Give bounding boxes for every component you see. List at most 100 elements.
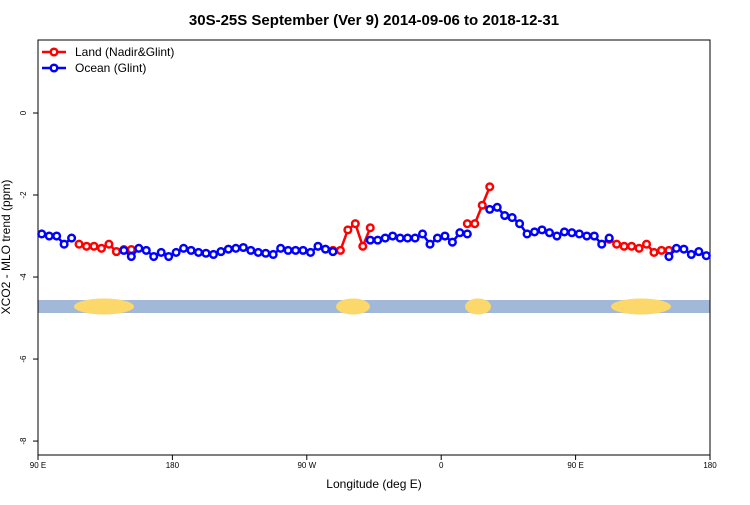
data-point <box>305 247 316 257</box>
data-point <box>283 245 293 255</box>
data-point <box>253 247 263 257</box>
data-point <box>686 249 696 260</box>
data-point <box>522 229 532 239</box>
data-point <box>582 231 592 241</box>
legend-marker <box>49 63 59 73</box>
data-point <box>462 229 472 239</box>
plot-frame <box>37 39 711 456</box>
data-point <box>313 241 323 251</box>
data-point <box>134 243 144 253</box>
data-point <box>671 243 681 253</box>
data-point <box>298 245 308 255</box>
y-tick-label: -8 <box>19 437 28 445</box>
data-point <box>365 235 375 245</box>
data-point <box>612 239 622 249</box>
data-point <box>373 235 383 245</box>
data-point <box>701 251 711 261</box>
data-point <box>59 239 69 249</box>
data-point <box>679 244 689 254</box>
data-point <box>96 243 107 253</box>
data-point <box>276 243 286 253</box>
x-tick-label: 180 <box>166 461 180 470</box>
x-axis-label: Longitude (deg E) <box>326 477 421 491</box>
data-point <box>216 247 226 257</box>
y-tick-label: -6 <box>19 355 28 363</box>
ocean-band <box>38 300 710 313</box>
data-point <box>238 242 248 253</box>
data-point <box>156 247 166 257</box>
data-point <box>365 223 375 233</box>
data-point <box>544 228 555 238</box>
data-point <box>395 233 405 243</box>
data-point <box>179 243 189 253</box>
data-point <box>74 239 84 249</box>
data-point <box>515 219 525 229</box>
data-point <box>67 233 77 243</box>
data-point <box>231 243 241 253</box>
data-point <box>403 233 413 243</box>
y-tick-label: -2 <box>19 191 28 199</box>
data-point <box>574 229 584 239</box>
data-point <box>604 233 614 243</box>
data-point <box>567 228 577 238</box>
data-point <box>529 227 540 237</box>
data-point <box>507 213 517 223</box>
data-point <box>223 244 233 254</box>
data-point <box>656 245 667 255</box>
land-band <box>465 298 491 315</box>
data-point <box>126 251 136 262</box>
land-band <box>336 298 370 315</box>
data-point <box>141 245 151 255</box>
land-ocean-band <box>38 298 710 315</box>
data-point <box>358 241 368 251</box>
data-point <box>485 182 495 192</box>
data-point <box>343 225 353 235</box>
land-band <box>74 298 134 315</box>
data-point <box>649 247 659 257</box>
data-point <box>634 243 644 253</box>
x-tick-label: 90 W <box>297 461 316 470</box>
data-point <box>37 229 47 239</box>
data-point <box>380 233 390 243</box>
data-point <box>597 239 607 249</box>
data-point <box>111 247 121 257</box>
data-point <box>388 231 398 241</box>
data-point <box>164 251 174 262</box>
data-point <box>335 245 345 255</box>
data-point <box>201 248 211 258</box>
y-tick-label: 0 <box>19 110 28 115</box>
data-point <box>462 219 472 229</box>
y-tick-label: -4 <box>19 273 28 281</box>
data-point <box>537 225 547 235</box>
legend-marker <box>49 47 59 57</box>
legend-label: Land (Nadir&Glint) <box>75 45 174 59</box>
data-point <box>104 239 114 249</box>
data-point <box>470 219 480 229</box>
data-point <box>246 245 256 255</box>
data-point <box>694 247 704 257</box>
data-point <box>552 231 562 241</box>
data-point <box>619 241 629 251</box>
data-point <box>186 245 196 255</box>
data-point <box>455 228 465 238</box>
data-point <box>432 233 443 243</box>
data-point <box>328 247 338 257</box>
data-point <box>44 231 54 241</box>
data-point <box>261 248 271 258</box>
data-point <box>149 251 159 262</box>
data-point <box>477 200 487 210</box>
data-point <box>485 204 495 214</box>
data-point <box>193 247 204 257</box>
x-tick-label: 0 <box>439 461 444 470</box>
data-point <box>81 241 92 251</box>
data-point <box>350 219 360 229</box>
data-point <box>440 231 450 241</box>
data-point <box>417 229 428 239</box>
data-point <box>291 245 301 255</box>
data-point <box>268 249 278 260</box>
data-point <box>89 241 99 251</box>
data-point <box>119 245 129 255</box>
x-tick-label: 90 E <box>567 461 583 470</box>
y-axis-label: XCO2 - MLO trend (ppm) <box>0 180 13 315</box>
